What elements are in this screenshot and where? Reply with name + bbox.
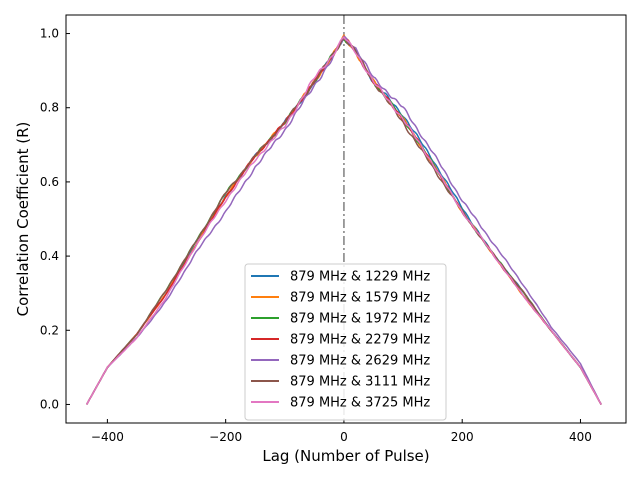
x-ticks: −400 −200 0 200 400 bbox=[91, 419, 592, 444]
y-tick-label: 0.0 bbox=[40, 397, 59, 411]
y-tick-label: 0.6 bbox=[40, 175, 59, 189]
legend-entry-label: 879 MHz & 1229 MHz bbox=[290, 270, 430, 285]
legend-entry-label: 879 MHz & 2629 MHz bbox=[290, 354, 430, 369]
y-ticks: 0.0 0.2 0.4 0.6 0.8 1.0 bbox=[40, 27, 70, 411]
legend-entry-label: 879 MHz & 1579 MHz bbox=[290, 291, 430, 306]
legend-entry-label: 879 MHz & 1972 MHz bbox=[290, 312, 430, 327]
x-tick-label: 400 bbox=[569, 430, 592, 444]
x-axis-label: Lag (Number of Pulse) bbox=[262, 447, 429, 465]
y-tick-label: 0.8 bbox=[40, 101, 59, 115]
y-tick-label: 1.0 bbox=[40, 27, 59, 41]
y-axis-label: Correlation Coefficient (R) bbox=[14, 122, 32, 317]
legend: 879 MHz & 1229 MHz 879 MHz & 1579 MHz 879 … bbox=[244, 263, 447, 421]
x-tick-label: −200 bbox=[209, 430, 242, 444]
series-line-7 bbox=[86, 36, 602, 405]
x-tick-label: 0 bbox=[340, 430, 348, 444]
legend-entry-label: 879 MHz & 3111 MHz bbox=[290, 375, 430, 390]
y-tick-label: 0.2 bbox=[40, 323, 59, 337]
axes-frame bbox=[65, 14, 627, 424]
series-layer bbox=[86, 34, 602, 405]
x-tick-label: 200 bbox=[451, 430, 474, 444]
x-tick-label: −400 bbox=[91, 430, 124, 444]
legend-box bbox=[244, 263, 447, 421]
y-tick-label: 0.4 bbox=[40, 249, 59, 263]
legend-entry-label: 879 MHz & 3725 MHz bbox=[290, 396, 430, 411]
legend-entry-label: 879 MHz & 2279 MHz bbox=[290, 333, 430, 348]
